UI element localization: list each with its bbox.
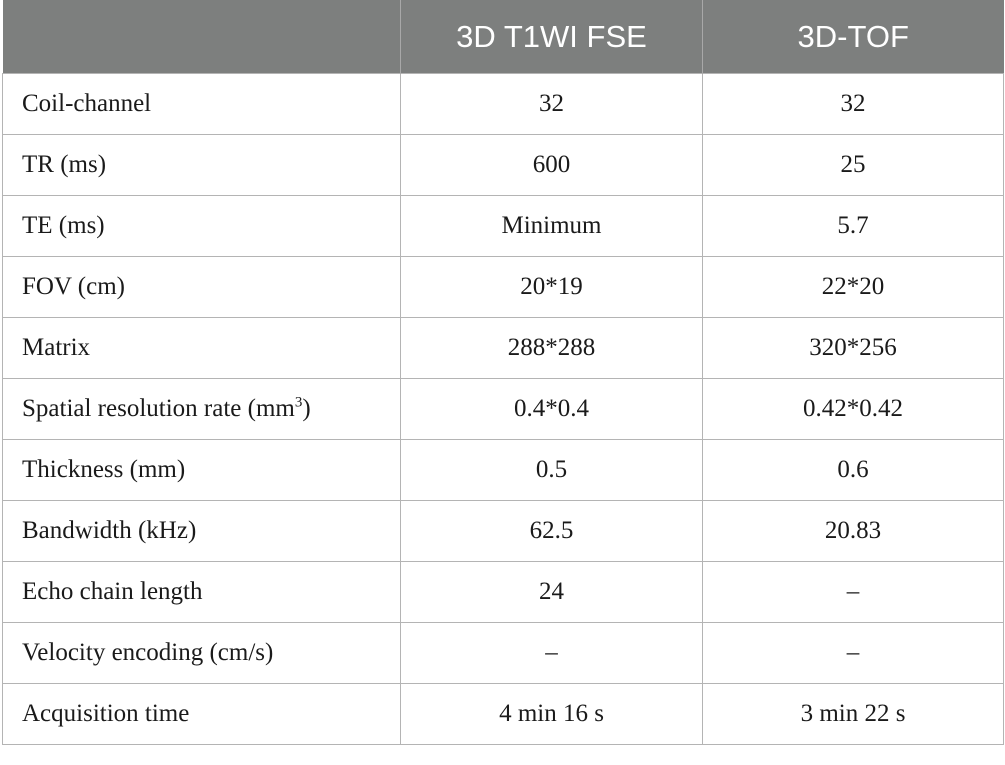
table-row: Thickness (mm) 0.5 0.6 [2, 439, 1004, 501]
tof-value: 22*20 [702, 256, 1004, 318]
row-label: Matrix [2, 317, 401, 379]
table-row: Coil-channel 32 32 [2, 73, 1004, 135]
row-label: TE (ms) [2, 195, 401, 257]
tof-value: 0.6 [702, 439, 1004, 501]
t1wi-fse-value: 4 min 16 s [400, 683, 703, 745]
tof-value: 3 min 22 s [702, 683, 1004, 745]
parameters-table: 3D T1WI FSE 3D-TOF Coil-channel 32 32 TR… [2, 0, 1004, 745]
table-row: Spatial resolution rate (mm3) 0.4*0.4 0.… [2, 378, 1004, 440]
table-row: TR (ms) 600 25 [2, 134, 1004, 196]
table-row: Bandwidth (kHz) 62.5 20.83 [2, 500, 1004, 562]
tof-value: – [702, 622, 1004, 684]
table-row: TE (ms) Minimum 5.7 [2, 195, 1004, 257]
table-row: FOV (cm) 20*19 22*20 [2, 256, 1004, 318]
tof-value: 25 [702, 134, 1004, 196]
tof-value: 20.83 [702, 500, 1004, 562]
t1wi-fse-value: 0.5 [400, 439, 703, 501]
t1wi-fse-value: 600 [400, 134, 703, 196]
row-label-suffix: ) [302, 395, 311, 422]
row-label: Velocity encoding (cm/s) [2, 622, 401, 684]
row-label: Acquisition time [2, 683, 401, 745]
t1wi-fse-value: 62.5 [400, 500, 703, 562]
header-3d-tof: 3D-TOF [702, 0, 1004, 74]
table-row: Echo chain length 24 – [2, 561, 1004, 623]
table-row: Velocity encoding (cm/s) – – [2, 622, 1004, 684]
row-label: Thickness (mm) [2, 439, 401, 501]
t1wi-fse-value: 32 [400, 73, 703, 135]
table-row: Matrix 288*288 320*256 [2, 317, 1004, 379]
t1wi-fse-value: 0.4*0.4 [400, 378, 703, 440]
row-label: Echo chain length [2, 561, 401, 623]
tof-value: 320*256 [702, 317, 1004, 379]
row-label: FOV (cm) [2, 256, 401, 318]
row-label: TR (ms) [2, 134, 401, 196]
row-label-text: Spatial resolution rate (mm [22, 395, 295, 422]
row-label: Bandwidth (kHz) [2, 500, 401, 562]
header-blank [2, 0, 401, 74]
tof-value: 32 [702, 73, 1004, 135]
row-label-superscript: 3 [294, 394, 303, 411]
tof-value: 0.42*0.42 [702, 378, 1004, 440]
row-label: Coil-channel [2, 73, 401, 135]
t1wi-fse-value: 24 [400, 561, 703, 623]
row-label: Spatial resolution rate (mm3) [2, 378, 401, 440]
tof-value: 5.7 [702, 195, 1004, 257]
header-row: 3D T1WI FSE 3D-TOF [2, 0, 1004, 74]
t1wi-fse-value: 20*19 [400, 256, 703, 318]
t1wi-fse-value: Minimum [400, 195, 703, 257]
t1wi-fse-value: 288*288 [400, 317, 703, 379]
t1wi-fse-value: – [400, 622, 703, 684]
tof-value: – [702, 561, 1004, 623]
header-3d-t1wi-fse: 3D T1WI FSE [400, 0, 703, 74]
table-row: Acquisition time 4 min 16 s 3 min 22 s [2, 683, 1004, 745]
